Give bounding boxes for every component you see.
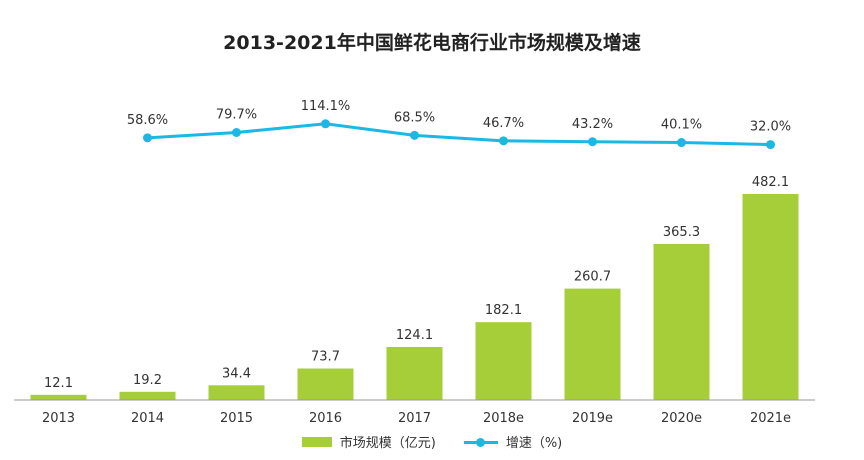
- bar-2015: [208, 385, 265, 400]
- legend-bar-swatch: [301, 436, 332, 447]
- bar-value-label: 19.2: [133, 373, 162, 388]
- bar-value-label: 34.4: [222, 366, 251, 381]
- bar-series: [30, 194, 799, 400]
- bar-value-label: 182.1: [485, 303, 522, 318]
- legend-line-swatch: [463, 437, 498, 447]
- bar-2014: [119, 391, 176, 400]
- growth-value-label: 32.0%: [750, 120, 791, 135]
- growth-point: [588, 137, 597, 147]
- bar-value-label: 482.1: [752, 175, 789, 190]
- x-tick-label: 2018e: [483, 411, 524, 426]
- growth-value-label: 40.1%: [661, 118, 702, 133]
- x-tick-label: 2019e: [572, 411, 613, 426]
- legend-label-market-size: 市场规模（亿元): [339, 436, 436, 451]
- x-axis-tick-labels: 2013 2014 2015 2016 2017 2018e 2019e 2020e 2021e: [42, 411, 791, 426]
- growth-point: [677, 138, 686, 148]
- growth-point: [499, 136, 508, 146]
- bar-2016: [297, 368, 354, 400]
- growth-value-label: 58.6%: [127, 113, 168, 128]
- growth-point: [143, 133, 152, 143]
- growth-line: [147, 122, 771, 147]
- x-tick-label: 2013: [42, 411, 75, 426]
- x-tick-label: 2017: [398, 411, 431, 426]
- growth-value-label: 46.7%: [483, 116, 524, 131]
- x-tick-label: 2015: [220, 411, 253, 426]
- growth-point: [410, 130, 419, 140]
- bar-value-label: 73.7: [311, 350, 340, 365]
- growth-line-series: [143, 119, 775, 150]
- bar-2017: [386, 346, 443, 400]
- legend: 市场规模（亿元) 增速（%): [0, 432, 864, 451]
- growth-value-label: 114.1%: [301, 99, 351, 114]
- growth-value-label: 68.5%: [394, 110, 435, 125]
- chart-title: 2013-2021年中国鲜花电商行业市场规模及增速: [223, 32, 641, 54]
- bar-value-label: 12.1: [44, 376, 73, 391]
- chart-plot: 12.1 19.2 34.4 73.7 124.1 182.1 260.7 365.3 482.…: [14, 99, 815, 426]
- bar-2021e: [742, 194, 799, 400]
- bar-value-label: 124.1: [396, 328, 433, 343]
- bar-value-labels: 12.1 19.2 34.4 73.7 124.1 182.1 260.7 365.3 482.…: [44, 175, 789, 391]
- bar-2020e: [653, 243, 710, 400]
- bar-value-label: 260.7: [574, 270, 611, 285]
- x-tick-label: 2020e: [661, 411, 702, 426]
- growth-value-labels: 58.6% 79.7% 114.1% 68.5% 46.7% 43.2% 40.1% 32.0…: [127, 99, 791, 135]
- bar-2013: [30, 394, 87, 400]
- x-tick-label: 2014: [131, 411, 164, 426]
- growth-value-label: 79.7%: [216, 108, 257, 123]
- bar-2018e: [475, 322, 532, 400]
- growth-point: [766, 140, 775, 150]
- growth-point: [232, 128, 241, 138]
- bar-value-label: 365.3: [663, 225, 700, 240]
- growth-point: [321, 119, 330, 129]
- bar-2019e: [564, 288, 621, 400]
- growth-value-label: 43.2%: [572, 117, 613, 132]
- legend-item-market-size: 市场规模（亿元): [301, 432, 436, 451]
- x-tick-label: 2016: [309, 411, 342, 426]
- x-tick-label: 2021e: [750, 411, 791, 426]
- legend-item-growth: 增速（%): [463, 432, 563, 451]
- legend-label-growth: 增速（%): [505, 436, 563, 451]
